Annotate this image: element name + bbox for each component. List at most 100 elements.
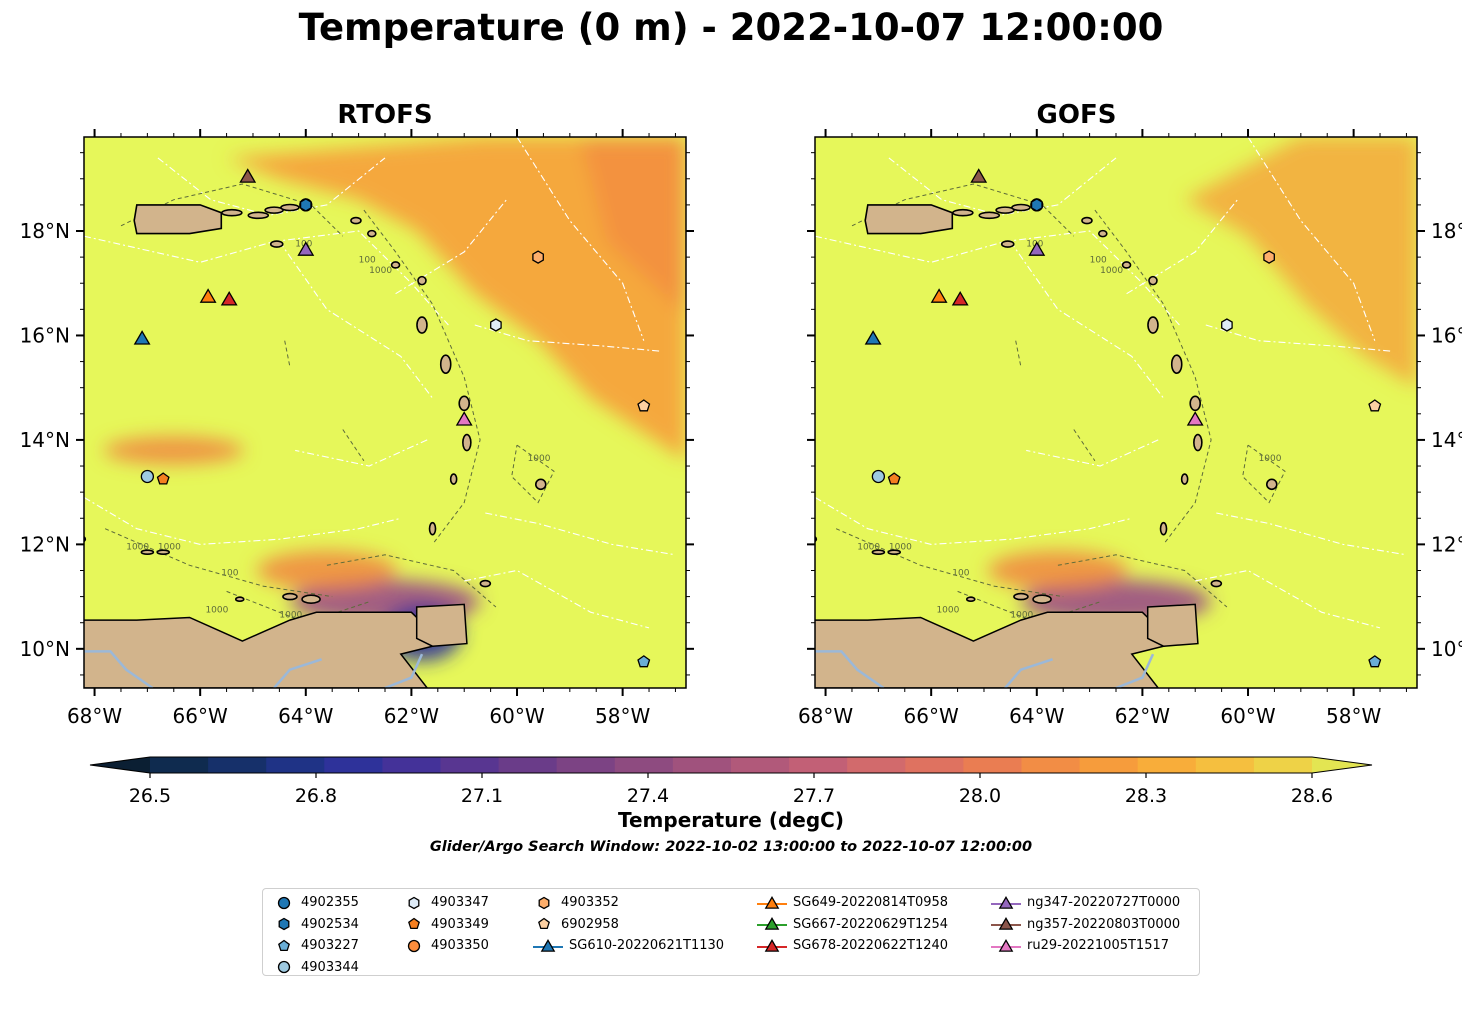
legend-marker[interactable] [408, 917, 420, 930]
colorbar-segment [150, 757, 209, 773]
legend-marker[interactable] [540, 938, 556, 952]
legend-marker[interactable] [538, 917, 550, 930]
bathymetry-label: 100 [952, 569, 969, 579]
legend-marker[interactable] [998, 895, 1014, 909]
rivers [84, 650, 424, 688]
platform-marker-4903347[interactable] [490, 318, 502, 332]
legend-marker[interactable] [764, 895, 780, 909]
land-south-america [84, 603, 468, 688]
legend-marker[interactable] [998, 916, 1014, 930]
lon-tick-label: 66°W [904, 704, 959, 728]
platform-marker-4903344[interactable] [871, 469, 886, 484]
colorbar-segment [847, 757, 906, 773]
platform-marker-4903344[interactable] [140, 469, 155, 484]
bathymetry-label: 1000 [528, 454, 551, 464]
lon-tick-label: 62°W [1115, 704, 1170, 728]
bathymetry-label: 1000 [936, 605, 959, 615]
platform-marker-4903347[interactable] [1221, 318, 1233, 332]
legend-marker[interactable] [764, 938, 780, 952]
legend-marker[interactable] [278, 917, 290, 931]
platform-marker-6902958[interactable] [637, 399, 651, 412]
colorbar-segment [266, 757, 325, 773]
platform-marker-4903227[interactable] [637, 655, 651, 668]
legend-marker-icon [991, 895, 1021, 909]
legend-marker-icon [277, 960, 291, 974]
legend-item: ru29-20221005T1517 [991, 935, 1169, 956]
legend-item: 4903349 [403, 914, 489, 935]
platform-marker-4903352[interactable] [532, 250, 544, 264]
platform-marker-SG610-20220621T1130[interactable] [864, 330, 882, 345]
bathymetry-label: 1000 [1010, 610, 1033, 620]
platform-marker-SG678-20220622T1240[interactable] [220, 291, 238, 306]
platform-marker-ng347-20220727T0000[interactable] [297, 241, 315, 256]
legend-label: 6902958 [561, 916, 619, 932]
colorbar-tick-label: 27.1 [461, 785, 503, 807]
colorbar-tick-label: 26.8 [295, 785, 337, 807]
legend-marker[interactable] [408, 896, 420, 909]
colorbar-segment [1195, 757, 1255, 773]
platform-marker-ru29-20221005T1517[interactable] [455, 411, 473, 426]
bathymetry-label: 1000 [1100, 266, 1123, 276]
platform-marker-SG649-20220814T0958[interactable] [930, 288, 948, 303]
legend-marker-icon [757, 895, 787, 909]
lon-tick-label: 64°W [1009, 704, 1064, 728]
colorbar-segment [208, 757, 267, 773]
legend-marker-icon [278, 939, 290, 951]
legend-label: 4903352 [561, 895, 619, 910]
legend-marker[interactable] [278, 939, 290, 951]
platform-marker-4903349[interactable] [156, 472, 170, 485]
legend-item: 4903352 [533, 892, 619, 913]
legend-marker[interactable] [538, 896, 550, 909]
platform-marker-SG649-20220814T0958[interactable] [199, 288, 217, 303]
legend-label: 4903344 [301, 959, 359, 975]
legend-label: ru29-20221005T1517 [1027, 938, 1170, 953]
islands [84, 203, 547, 605]
land-south-america [815, 603, 1199, 688]
platform-marker-ru29-20221005T1517[interactable] [1186, 411, 1204, 426]
platform-marker-4902534[interactable] [299, 198, 312, 212]
eez-boundaries [815, 137, 1407, 629]
platform-marker-6902958[interactable] [1368, 399, 1382, 412]
platform-marker-ng357-20220803T0000[interactable] [970, 168, 988, 183]
platform-marker-ng347-20220727T0000[interactable] [1028, 241, 1046, 256]
legend-marker[interactable] [277, 896, 291, 909]
legend-marker[interactable] [764, 916, 780, 930]
platform-marker-SG678-20220622T1240[interactable] [951, 291, 969, 306]
legend-label: ng347-20220727T0000 [1027, 895, 1181, 910]
lon-tick-label: 66°W [173, 704, 228, 728]
islands [815, 203, 1278, 605]
lon-tick-label: 60°W [489, 704, 544, 728]
colorbar-label: Temperature (degC) [618, 808, 844, 832]
colorbar-segment [440, 757, 500, 773]
legend-marker-icon [757, 916, 787, 930]
lon-tick-label: 58°W [595, 704, 650, 728]
legend-marker-icon [277, 896, 291, 909]
platform-marker-ng357-20220803T0000[interactable] [239, 168, 257, 183]
legend-marker-icon [278, 917, 290, 931]
lat-tick-label: 14°N [1431, 428, 1462, 452]
colorbar-tick-label: 27.4 [627, 785, 669, 807]
lat-tick-label: 12°N [1431, 532, 1462, 556]
platform-marker-SG610-20220621T1130[interactable] [133, 330, 151, 345]
platform-marker-4903227[interactable] [1368, 655, 1382, 668]
colorbar-segment [731, 757, 790, 773]
legend-label: 4902534 [301, 916, 359, 932]
colorbar-tick-label: 26.5 [129, 785, 171, 807]
platform-marker-4903352[interactable] [1263, 250, 1275, 264]
eez-boundaries [84, 137, 676, 629]
platform-marker-4903349[interactable] [887, 472, 901, 485]
platform-marker-4902534[interactable] [1030, 198, 1043, 212]
colorbar-segment [789, 757, 848, 773]
legend-marker[interactable] [407, 939, 421, 952]
lat-tick-label: 18°N [1431, 219, 1462, 243]
legend-item: SG667-20220629T1254 [757, 914, 948, 935]
legend-marker-icon [991, 916, 1021, 930]
colorbar-segment [498, 757, 558, 773]
legend-marker[interactable] [998, 938, 1014, 952]
legend-marker[interactable] [277, 960, 291, 974]
legend-label: ng357-20220803T0000 [1027, 916, 1181, 932]
colorbar-segment [382, 757, 442, 773]
legend-marker-icon [408, 896, 420, 909]
